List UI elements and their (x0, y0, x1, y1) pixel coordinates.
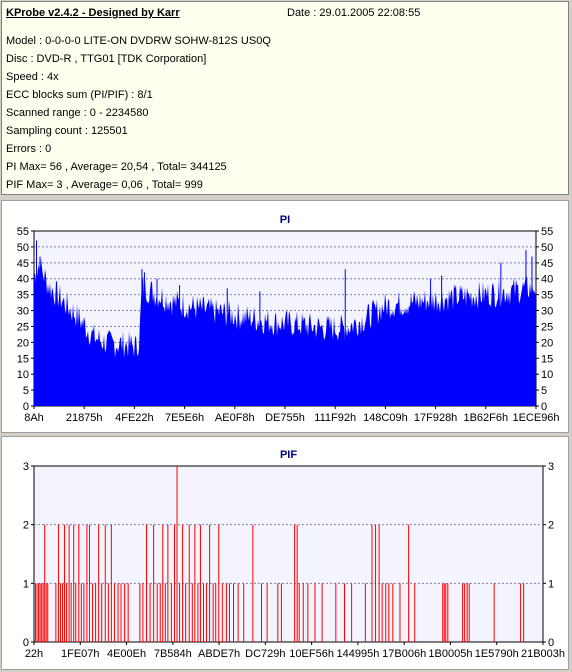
x-tick-label: ABDE7h (198, 648, 240, 660)
y-tick-label-left: 40 (17, 274, 29, 286)
y-tick-label-left: 25 (17, 321, 29, 333)
x-tick-label: 1ECE96h (512, 412, 559, 424)
y-tick-label-left: 50 (17, 242, 29, 254)
chart-title: PIF (280, 449, 297, 461)
app-title: KProbe v2.4.2 - Designed by Karr (6, 7, 180, 19)
y-tick-label-left: 0 (23, 401, 29, 413)
x-tick-label: 8Ah (24, 412, 44, 424)
x-tick-label: 17F928h (414, 412, 457, 424)
y-tick-label-right: 10 (541, 369, 553, 381)
x-tick-label: 7E5E6h (165, 412, 204, 424)
x-tick-label: 22h (25, 648, 43, 660)
x-tick-label: 7B584h (154, 648, 192, 660)
y-tick-label-left: 5 (23, 385, 29, 397)
x-tick-label: 1B62F6h (463, 412, 508, 424)
y-tick-label-right: 20 (541, 337, 553, 349)
pif-chart: PIF 0 0 1 1 2 2 3 3 22h 1FE07h 4E00Eh 7B584h ABDE7h DC… (23, 449, 565, 660)
plot-area (33, 465, 544, 643)
y-tick-label-left: 55 (17, 226, 29, 238)
x-tick-label: 4E00Eh (107, 648, 146, 660)
x-tick-label: 111F92h (314, 412, 356, 424)
y-tick-label-right: 45 (541, 258, 553, 270)
pi-chart-panel: PI 0 0 5 5 10 10 15 15 20 20 25 25 30 30 35 35 40 40 45 45 50… (1, 200, 569, 433)
y-tick-label-right: 0 (548, 637, 554, 649)
x-tick-label: 1E5790h (475, 648, 519, 660)
y-tick-label-left: 20 (17, 337, 29, 349)
x-tick-label: AE0F8h (215, 412, 255, 424)
y-tick-label-left: 10 (17, 369, 29, 381)
y-tick-label-right: 40 (541, 274, 553, 286)
disc-line: Disc : DVD-R , TTG01 [TDK Corporation] (6, 53, 207, 65)
pi-summary-line: PI Max= 56 , Average= 20,54 , Total= 344… (6, 161, 227, 173)
x-tick-label: 1FE07h (61, 648, 100, 660)
pi-series-area (34, 257, 536, 406)
y-tick-label-right: 35 (541, 290, 553, 302)
y-tick-label-left: 45 (17, 258, 29, 270)
x-tick-label: DE755h (265, 412, 305, 424)
y-tick-label-right: 5 (541, 385, 547, 397)
y-tick-label-right: 25 (541, 321, 553, 333)
y-tick-label-right: 50 (541, 242, 553, 254)
chart-title: PI (280, 214, 290, 226)
x-tick-label: 4FE22h (115, 412, 154, 424)
x-tick-label: 10EF56h (289, 648, 334, 660)
model-line: Model : 0-0-0-0 LITE-ON DVDRW SOHW-812S … (6, 35, 271, 47)
sampling-line: Sampling count : 125501 (6, 125, 128, 137)
pif-summary-line: PIF Max= 3 , Average= 0,06 , Total= 999 (6, 179, 203, 191)
x-tick-label: 1B0005h (428, 648, 472, 660)
range-line: Scanned range : 0 - 2234580 (6, 107, 149, 119)
x-tick-label: 21B003h (521, 648, 565, 660)
y-tick-label-right: 0 (541, 401, 547, 413)
pif-chart-panel: PIF 0 0 1 1 2 2 3 3 22h 1FE07h 4E00Eh 7B584h ABDE7h DC… (1, 436, 569, 670)
x-tick-label: 17B006h (382, 648, 426, 660)
y-tick-label-right: 55 (541, 226, 553, 238)
x-tick-label: 144995h (336, 648, 379, 660)
y-tick-label-left: 30 (17, 306, 29, 318)
y-tick-label-right: 15 (541, 353, 553, 365)
speed-line: Speed : 4x (6, 71, 59, 83)
y-tick-label-left: 15 (17, 353, 29, 365)
y-tick-label-left: 0 (23, 637, 29, 649)
y-tick-label-right: 1 (548, 578, 554, 590)
y-tick-label-left: 1 (23, 578, 29, 590)
x-tick-label: DC729h (245, 648, 285, 660)
info-panel: KProbe v2.4.2 - Designed by Karr Date : … (1, 1, 569, 195)
errors-line: Errors : 0 (6, 143, 52, 155)
x-tick-label: 21875h (66, 412, 103, 424)
y-tick-label-right: 30 (541, 306, 553, 318)
y-tick-label-left: 3 (23, 461, 29, 473)
y-tick-label-right: 3 (548, 461, 554, 473)
ecc-line: ECC blocks sum (PI/PIF) : 8/1 (6, 89, 153, 101)
y-tick-label-left: 2 (23, 520, 29, 532)
scan-date: Date : 29.01.2005 22:08:55 (287, 7, 421, 19)
y-tick-label-left: 35 (17, 290, 29, 302)
y-tick-label-right: 2 (548, 520, 554, 532)
x-tick-label: 148C09h (363, 412, 408, 424)
